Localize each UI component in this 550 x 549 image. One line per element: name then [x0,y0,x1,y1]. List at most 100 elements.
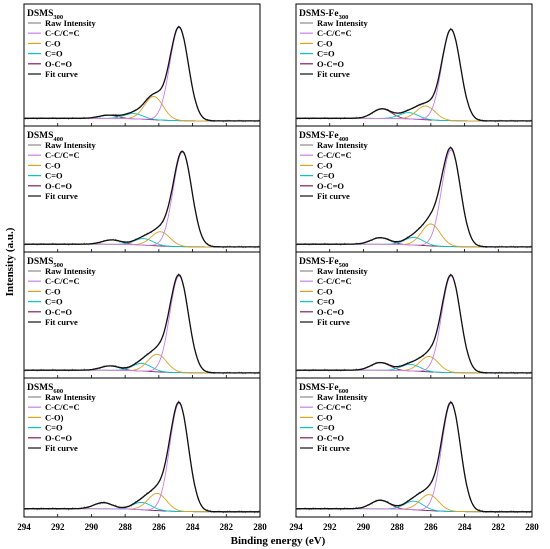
y-axis-title: Intensity (a.u.) [4,227,16,296]
legend-entry-fit-curve: Fit curve [45,443,78,453]
x-tick-label: 280 [253,522,267,532]
legend-entry-c-c-c-c: C-C/C=C [45,150,80,160]
legend-entry-fit-curve: Fit curve [45,69,78,79]
fit-curve-line [24,273,260,374]
panel-title-sub: 300 [53,14,63,21]
fit-curve-line [24,401,260,513]
panel-title-sub: 400 [339,136,349,143]
legend-entry-c-c-c-c: C-C/C=C [45,28,80,38]
legend-entry-c-o: C-O [45,160,61,170]
legend-entry-raw-intensity: Raw Intensity [45,266,97,276]
panel-title-main: DSMS-Fe [299,131,339,141]
legend-entry-o-c-o: O-C=O [45,181,72,191]
panel-frame [23,377,261,518]
legend-entry-o-c-o: O-C=O [317,433,344,443]
x-tick-label: 286 [424,522,438,532]
fit-curve-line [296,401,532,513]
legend-entry-o-c-o: O-C=O [45,307,72,317]
panel-title-sub: 500 [53,262,63,269]
x-tick-label: 286 [152,522,166,532]
panel-title: DSMS-Fe400 [299,131,348,143]
x-tick-label: 290 [85,522,99,532]
legend-entry-fit-curve: Fit curve [317,317,350,327]
legend-entry-c-o: C=O [45,297,63,307]
x-tick-label: 288 [118,522,132,532]
legend-entry-c-o: C=O [317,423,335,433]
panel-title-sub: 500 [339,262,349,269]
legend-entry-c-o: C=O [45,49,63,59]
legend-entry-c-o: C-O [317,160,333,170]
fit-curve-line [296,146,532,248]
legend-entry-o-c-o: O-C=O [317,307,344,317]
panel-frame [295,377,533,518]
x-tick-label: 284 [458,522,472,532]
legend-entry-c-o: C=O [317,49,335,59]
legend-entry-c-c-c-c: C-C/C=C [45,276,80,286]
legend-entry-c-o: C-O [317,38,333,48]
fit-curve-line [24,150,260,248]
panel-title-main: DSMS-Fe [299,9,339,19]
legend-entry-c-c-c-c: C-C/C=C [317,402,352,412]
legend-entry-c-o: C=O [45,423,63,433]
legend-entry-c-o: C-O [45,286,61,296]
legend-entry-c-c-c-c: C-C/C=C [317,28,352,38]
x-tick-label: 280 [525,522,539,532]
legend-entry-o-c-o: O-C=O [45,433,72,443]
legend-entry-fit-curve: Fit curve [317,69,350,79]
x-tick-label: 292 [323,522,337,532]
x-tick-label: 294 [289,522,303,532]
panel-title-main: DSMS-Fe [299,257,339,267]
legend-entry-c-c-c-c: C-C/C=C [45,402,80,412]
panel-title-main: DSMS [27,9,53,19]
legend-entry-fit-curve: Fit curve [317,191,350,201]
legend-entry-o-c-o: O-C=O [317,59,344,69]
panel-title: DSMS-Fe300 [299,9,348,21]
legend-entry-c-o: C-O) [45,412,64,422]
panel-title: DSMS500 [27,257,63,269]
legend-entry-raw-intensity: Raw Intensity [317,18,369,28]
legend-entry-c-o: C-O [317,412,333,422]
peak-c-o [296,223,532,248]
panel-title: DSMS400 [27,131,63,143]
legend-entry-raw-intensity: Raw Intensity [317,392,369,402]
panel-title: DSMS300 [27,9,63,21]
x-tick-label: 290 [357,522,371,532]
x-axis-title: Binding energy (eV) [231,535,326,547]
legend-entry-c-o: C-O [45,38,61,48]
panel-title-main: DSMS-Fe [299,383,339,393]
x-tick-label: 292 [51,522,65,532]
x-tick-label: 282 [220,522,234,532]
legend-entry-raw-intensity: Raw Intensity [45,392,97,402]
legend-entry-raw-intensity: Raw Intensity [317,140,369,150]
legend-entry-c-o: C=O [317,171,335,181]
axes: 294 292 290 288 286 284 282 280 294 292 290 288 286 2… [17,522,539,532]
panel-title-sub: 600 [53,388,63,395]
x-tick-label: 284 [186,522,200,532]
legend-entry-fit-curve: Fit curve [317,443,350,453]
fit-curve-line [296,28,532,122]
legend-entry-fit-curve: Fit curve [45,317,78,327]
x-tick-label: 282 [492,522,506,532]
panel-title: DSMS-Fe600 [299,383,348,395]
legend-entry-c-o: C-O [317,286,333,296]
panel-title-sub: 600 [339,388,349,395]
panel-title-main: DSMS [27,257,53,267]
panel-title-main: DSMS [27,383,53,393]
legend-entry-raw-intensity: Raw Intensity [45,140,97,150]
